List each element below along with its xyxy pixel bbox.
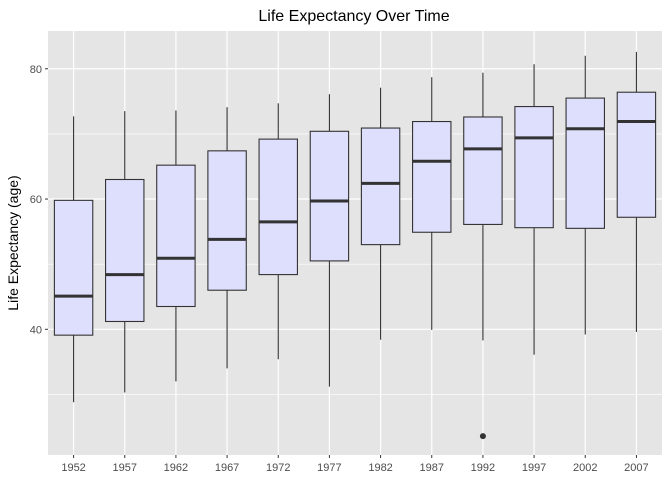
- box-group-1957: [105, 111, 145, 393]
- x-tick-label: 2007: [624, 462, 648, 474]
- box-group-1952: [53, 116, 94, 403]
- chart-title: Life Expectancy Over Time: [258, 8, 449, 25]
- box: [309, 130, 350, 262]
- x-tick-label: 1997: [522, 462, 546, 474]
- x-tick-label: 2002: [573, 462, 597, 474]
- box: [105, 178, 145, 323]
- box-group-1997: [514, 64, 554, 355]
- x-tick-label: 1992: [471, 462, 495, 474]
- box: [53, 199, 94, 336]
- x-tick-label: 1952: [61, 462, 85, 474]
- y-axis-title: Life Expectancy (age): [5, 175, 21, 310]
- x-tick-label: 1962: [164, 462, 188, 474]
- y-tick-label: 40: [30, 324, 42, 336]
- x-tick-label: 1987: [420, 462, 444, 474]
- box-group-1962: [156, 110, 196, 382]
- box: [156, 164, 196, 308]
- x-tick-label: 1972: [266, 462, 290, 474]
- y-tick-label: 60: [30, 194, 42, 206]
- box: [565, 97, 605, 229]
- box-group-1977: [309, 94, 350, 387]
- box-group-1992: [463, 72, 503, 440]
- x-tick-label: 1957: [113, 462, 137, 474]
- outlier-point: [479, 433, 486, 440]
- box-group-1982: [360, 87, 401, 340]
- box-group-2002: [565, 55, 605, 335]
- y-tick-label: 80: [30, 64, 42, 76]
- box-group-1987: [412, 77, 452, 330]
- box: [207, 150, 247, 291]
- box-group-1967: [207, 107, 247, 369]
- box-group-2007: [616, 51, 657, 332]
- box: [514, 106, 554, 229]
- box: [616, 91, 657, 218]
- box: [463, 116, 503, 225]
- box: [258, 138, 298, 276]
- box-group-1972: [258, 103, 298, 360]
- x-tick-label: 1982: [368, 462, 392, 474]
- box: [360, 127, 401, 246]
- box: [412, 120, 452, 233]
- x-tick-label: 1967: [215, 462, 239, 474]
- plot-panel: [48, 31, 662, 455]
- plot-area: 40 60 80 1952 1957 1962 1967 1972 1977 1982 1987 19…: [30, 31, 662, 474]
- x-tick-label: 1977: [317, 462, 341, 474]
